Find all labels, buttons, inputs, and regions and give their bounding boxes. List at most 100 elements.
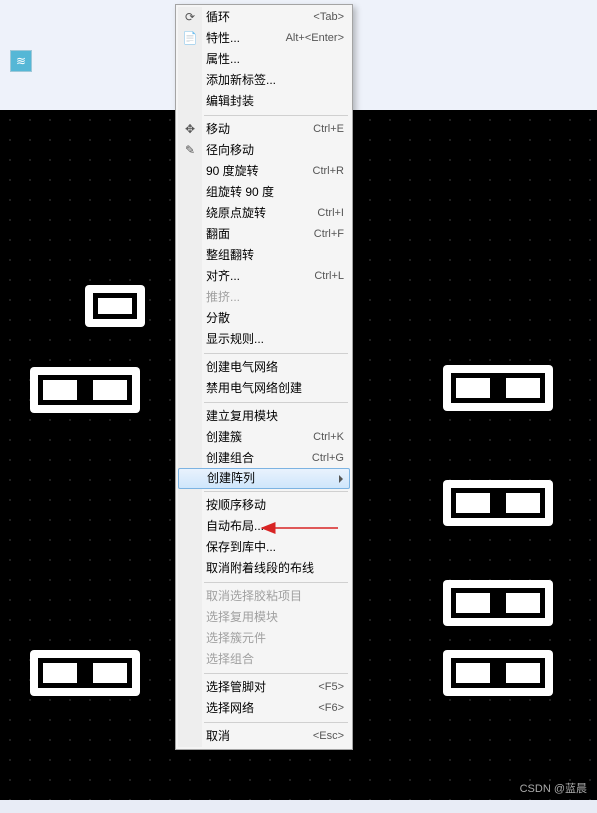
menu-item-grp-flip[interactable]: 整组翻转 — [178, 245, 350, 266]
menu-item-properties[interactable]: 📄 特性...Alt+<Enter> — [178, 28, 350, 49]
pcb-component[interactable] — [85, 285, 145, 327]
menu-separator — [204, 722, 348, 723]
menu-item-label: 创建阵列 — [207, 469, 335, 488]
menu-item-sel-clust: 选择簇元件 — [178, 628, 350, 649]
menu-item-label: 推挤... — [206, 287, 344, 308]
menu-item-shortcut: Ctrl+L — [314, 266, 344, 287]
menu-item-cancel[interactable]: 取消<Esc> — [178, 726, 350, 747]
menu-item-label: 整组翻转 — [206, 245, 344, 266]
pcb-component[interactable] — [30, 367, 140, 413]
menu-item-shortcut: Ctrl+E — [313, 119, 344, 140]
menu-item-shortcut: Ctrl+F — [314, 224, 344, 245]
menu-item-label: 创建组合 — [206, 448, 312, 469]
menu-item-rot90[interactable]: 90 度旋转Ctrl+R — [178, 161, 350, 182]
menu-separator — [204, 402, 348, 403]
menu-item-align[interactable]: 对齐...Ctrl+L — [178, 266, 350, 287]
menu-separator — [204, 491, 348, 492]
menu-item-label: 选择组合 — [206, 649, 344, 670]
menu-item-label: 绕原点旋转 — [206, 203, 317, 224]
menu-item-grp-rot90[interactable]: 组旋转 90 度 — [178, 182, 350, 203]
context-menu: ⟳循环<Tab> 📄 特性...Alt+<Enter>属性...添加新标签...编辑… — [175, 4, 353, 750]
menu-item-label: 属性... — [206, 49, 344, 70]
menu-item-label: 组旋转 90 度 — [206, 182, 344, 203]
menu-item-flip[interactable]: 翻面Ctrl+F — [178, 224, 350, 245]
move-icon: ✥ — [182, 121, 198, 137]
menu-item-disp-rules[interactable]: 显示规则... — [178, 329, 350, 350]
pcb-component[interactable] — [443, 650, 553, 696]
menu-item-sel-net[interactable]: 选择网络<F6> — [178, 698, 350, 719]
menu-item-label: 取消选择胶粘项目 — [206, 586, 344, 607]
close-panel-icon: ≋ — [16, 54, 26, 68]
menu-item-shortcut: <Esc> — [313, 726, 344, 747]
menu-item-label: 显示规则... — [206, 329, 344, 350]
menu-separator — [204, 353, 348, 354]
menu-item-shortcut: Ctrl+I — [317, 203, 344, 224]
menu-item-shortcut: Ctrl+R — [313, 161, 344, 182]
menu-item-move[interactable]: ✥ 移动Ctrl+E — [178, 119, 350, 140]
menu-separator — [204, 582, 348, 583]
menu-item-edit-pkg[interactable]: 编辑封装 — [178, 91, 350, 112]
menu-item-label: 移动 — [206, 119, 313, 140]
pcb-component[interactable] — [443, 580, 553, 626]
menu-item-shortcut: <Tab> — [313, 7, 344, 28]
radial-icon: ✎ — [182, 142, 198, 158]
menu-item-shortcut: <F6> — [318, 698, 344, 719]
menu-item-shortcut: <F5> — [318, 677, 344, 698]
menu-item-label: 按顺序移动 — [206, 495, 344, 516]
menu-item-label: 编辑封装 — [206, 91, 344, 112]
pcb-component[interactable] — [443, 365, 553, 411]
menu-item-auto-layout[interactable]: 自动布局... — [178, 516, 350, 537]
menu-item-label: 选择网络 — [206, 698, 318, 719]
menu-item-label: 选择管脚对 — [206, 677, 318, 698]
menu-item-label: 选择复用模块 — [206, 607, 344, 628]
menu-item-create-array[interactable]: 创建阵列 — [178, 468, 350, 489]
menu-item-label: 创建簇 — [206, 427, 313, 448]
menu-item-attributes[interactable]: 属性... — [178, 49, 350, 70]
menu-item-loop[interactable]: ⟳循环<Tab> — [178, 7, 350, 28]
menu-item-sel-pinpair[interactable]: 选择管脚对<F5> — [178, 677, 350, 698]
menu-separator — [204, 115, 348, 116]
app-root: ≋ CSDN @蓝晨 ⟳循环<Tab> 📄 特性...Alt+<Enter>属性..… — [0, 0, 597, 813]
menu-item-scatter[interactable]: 分散 — [178, 308, 350, 329]
menu-item-sel-reuse: 选择复用模块 — [178, 607, 350, 628]
menu-item-label: 翻面 — [206, 224, 314, 245]
menu-item-label: 禁用电气网络创建 — [206, 378, 344, 399]
properties-icon: 📄 — [182, 30, 198, 46]
menu-item-label: 径向移动 — [206, 140, 344, 161]
menu-item-save-lib[interactable]: 保存到库中... — [178, 537, 350, 558]
menu-item-create-group[interactable]: 创建组合Ctrl+G — [178, 448, 350, 469]
menu-item-create-enet[interactable]: 创建电气网络 — [178, 357, 350, 378]
menu-item-label: 取消附着线段的布线 — [206, 558, 344, 579]
menu-item-rot-origin[interactable]: 绕原点旋转Ctrl+I — [178, 203, 350, 224]
menu-item-seq-move[interactable]: 按顺序移动 — [178, 495, 350, 516]
menu-item-create-clust[interactable]: 创建簇Ctrl+K — [178, 427, 350, 448]
menu-item-label: 特性... — [206, 28, 286, 49]
menu-item-add-tag[interactable]: 添加新标签... — [178, 70, 350, 91]
submenu-arrow-icon — [339, 475, 343, 483]
menu-item-label: 90 度旋转 — [206, 161, 313, 182]
menu-item-shortcut: Ctrl+K — [313, 427, 344, 448]
menu-separator — [204, 673, 348, 674]
menu-item-push: 推挤... — [178, 287, 350, 308]
menu-item-label: 对齐... — [206, 266, 314, 287]
menu-item-label: 选择簇元件 — [206, 628, 344, 649]
menu-item-radial-move[interactable]: ✎ 径向移动 — [178, 140, 350, 161]
menu-item-unroute[interactable]: 取消附着线段的布线 — [178, 558, 350, 579]
menu-item-label: 添加新标签... — [206, 70, 344, 91]
menu-item-forbid-enet[interactable]: 禁用电气网络创建 — [178, 378, 350, 399]
pcb-component[interactable] — [443, 480, 553, 526]
watermark-text: CSDN @蓝晨 — [520, 780, 587, 796]
pcb-component[interactable] — [30, 650, 140, 696]
menu-item-label: 取消 — [206, 726, 313, 747]
menu-item-reuse-mod[interactable]: 建立复用模块 — [178, 406, 350, 427]
menu-item-label: 建立复用模块 — [206, 406, 344, 427]
menu-item-label: 分散 — [206, 308, 344, 329]
menu-item-label: 创建电气网络 — [206, 357, 344, 378]
menu-item-label: 保存到库中... — [206, 537, 344, 558]
menu-item-desel-glue: 取消选择胶粘项目 — [178, 586, 350, 607]
menu-item-label: 循环 — [206, 7, 313, 28]
close-panel-button[interactable]: ≋ — [10, 50, 32, 72]
menu-item-sel-group: 选择组合 — [178, 649, 350, 670]
menu-item-label: 自动布局... — [206, 516, 344, 537]
menu-item-shortcut: Alt+<Enter> — [286, 28, 344, 49]
